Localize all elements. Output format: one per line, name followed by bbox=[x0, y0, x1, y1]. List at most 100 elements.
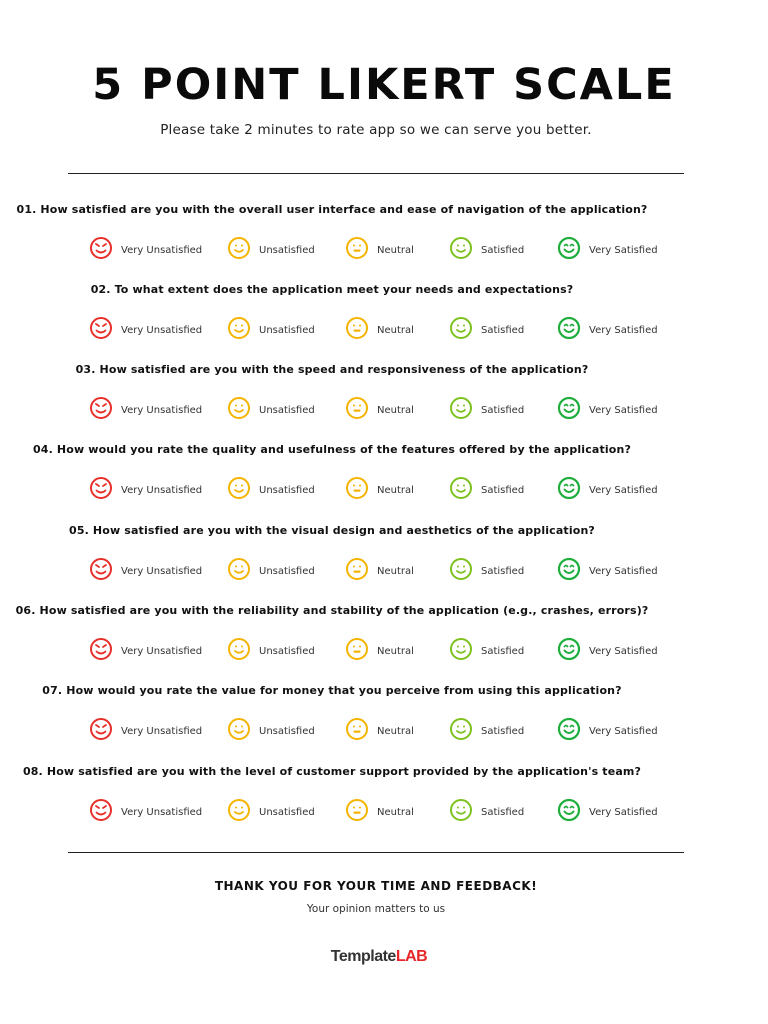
rating-option-satisfied[interactable]: Satisfied bbox=[449, 717, 525, 746]
rating-option-label: Satisfied bbox=[481, 725, 525, 737]
rating-option-label: Very Unsatisfied bbox=[121, 244, 203, 256]
angry-face-icon[interactable] bbox=[89, 236, 113, 265]
rating-option-unsatisfied[interactable]: Unsatisfied bbox=[227, 557, 315, 586]
rating-option-unsatisfied[interactable]: Unsatisfied bbox=[227, 798, 315, 827]
rating-option-unsatisfied[interactable]: Unsatisfied bbox=[227, 236, 315, 265]
smile-face-icon[interactable] bbox=[449, 316, 473, 345]
rating-option-very-unsatisfied[interactable]: Very Unsatisfied bbox=[89, 637, 202, 666]
rating-option-label: Very Satisfied bbox=[589, 565, 658, 577]
neutral-face-icon[interactable] bbox=[345, 798, 369, 827]
thank-you-subtext: Your opinion matters to us bbox=[306, 903, 446, 915]
rating-option-very-satisfied[interactable]: Very Satisfied bbox=[557, 476, 658, 505]
rating-option-satisfied[interactable]: Satisfied bbox=[449, 557, 524, 586]
rating-option-label: Unsatisfied bbox=[259, 565, 315, 577]
rating-option-unsatisfied[interactable]: Unsatisfied bbox=[227, 316, 315, 345]
rating-option-neutral[interactable]: Neutral bbox=[345, 396, 414, 425]
angry-face-icon[interactable] bbox=[89, 557, 113, 586]
rating-option-satisfied[interactable]: Satisfied bbox=[449, 798, 524, 827]
smile-face-icon[interactable] bbox=[227, 557, 251, 586]
smile-face-icon[interactable] bbox=[227, 396, 251, 425]
rating-option-very-unsatisfied[interactable]: Very Unsatisfied bbox=[89, 396, 202, 425]
neutral-face-icon[interactable] bbox=[345, 236, 369, 265]
big-smile-face-icon[interactable] bbox=[557, 316, 581, 345]
rating-option-neutral[interactable]: Neutral bbox=[345, 476, 414, 505]
neutral-face-icon[interactable] bbox=[345, 637, 369, 666]
big-smile-face-icon[interactable] bbox=[557, 637, 581, 666]
rating-option-neutral[interactable]: Neutral bbox=[345, 798, 414, 827]
big-smile-face-icon[interactable] bbox=[557, 396, 581, 425]
rating-option-very-unsatisfied[interactable]: Very Unsatisfied bbox=[89, 557, 203, 586]
rating-option-unsatisfied[interactable]: Unsatisfied bbox=[227, 717, 315, 746]
angry-face-icon[interactable] bbox=[89, 396, 113, 425]
rating-option-satisfied[interactable]: Satisfied bbox=[449, 637, 524, 666]
smile-face-icon[interactable] bbox=[227, 476, 251, 505]
angry-face-icon[interactable] bbox=[89, 637, 113, 666]
angry-face-icon[interactable] bbox=[89, 476, 113, 505]
rating-option-very-unsatisfied[interactable]: Very Unsatisfied bbox=[89, 476, 203, 505]
smile-face-icon[interactable] bbox=[449, 717, 473, 746]
rating-option-very-satisfied[interactable]: Very Satisfied bbox=[557, 557, 658, 586]
rating-option-very-satisfied[interactable]: Very Satisfied bbox=[557, 316, 658, 345]
rating-option-unsatisfied[interactable]: Unsatisfied bbox=[227, 396, 315, 425]
rating-option-very-satisfied[interactable]: Very Satisfied bbox=[557, 396, 658, 425]
rating-option-label: Neutral bbox=[377, 645, 414, 657]
big-smile-face-icon[interactable] bbox=[557, 476, 581, 505]
rating-option-label: Very Satisfied bbox=[589, 645, 658, 657]
rating-option-very-unsatisfied[interactable]: Very Unsatisfied bbox=[89, 236, 203, 265]
angry-face-icon[interactable] bbox=[89, 316, 113, 345]
smile-face-icon[interactable] bbox=[449, 476, 473, 505]
rating-option-neutral[interactable]: Neutral bbox=[345, 316, 414, 345]
rating-option-very-satisfied[interactable]: Very Satisfied bbox=[557, 637, 658, 666]
rating-option-label: Very Unsatisfied bbox=[121, 565, 203, 577]
big-smile-face-icon[interactable] bbox=[557, 557, 581, 586]
rating-option-neutral[interactable]: Neutral bbox=[345, 717, 414, 746]
smile-face-icon[interactable] bbox=[227, 316, 251, 345]
rating-option-neutral[interactable]: Neutral bbox=[345, 236, 414, 265]
big-smile-face-icon[interactable] bbox=[557, 236, 581, 265]
rating-option-label: Very Unsatisfied bbox=[121, 484, 203, 496]
smile-face-icon[interactable] bbox=[449, 396, 473, 425]
rating-option-satisfied[interactable]: Satisfied bbox=[449, 396, 525, 425]
rating-option-satisfied[interactable]: Satisfied bbox=[449, 476, 524, 505]
rating-option-label: Neutral bbox=[377, 404, 414, 416]
smile-face-icon[interactable] bbox=[227, 236, 251, 265]
neutral-face-icon[interactable] bbox=[345, 396, 369, 425]
angry-face-icon[interactable] bbox=[89, 717, 113, 746]
smile-face-icon[interactable] bbox=[449, 557, 473, 586]
rating-option-neutral[interactable]: Neutral bbox=[345, 557, 414, 586]
smile-face-icon[interactable] bbox=[227, 798, 251, 827]
neutral-face-icon[interactable] bbox=[345, 717, 369, 746]
smile-face-icon[interactable] bbox=[449, 236, 473, 265]
rating-option-very-satisfied[interactable]: Very Satisfied bbox=[557, 798, 658, 827]
neutral-face-icon[interactable] bbox=[345, 316, 369, 345]
rating-option-neutral[interactable]: Neutral bbox=[345, 637, 414, 666]
logo-lab-text: LAB bbox=[395, 948, 428, 965]
smile-face-icon[interactable] bbox=[227, 717, 251, 746]
rating-option-very-satisfied[interactable]: Very Satisfied bbox=[557, 717, 658, 746]
rating-option-satisfied[interactable]: Satisfied bbox=[449, 316, 524, 345]
rating-option-very-satisfied[interactable]: Very Satisfied bbox=[557, 236, 658, 265]
rating-option-label: Very Unsatisfied bbox=[121, 324, 203, 336]
question-text: 05. How satisfied are you with the visua… bbox=[69, 524, 595, 537]
rating-option-very-unsatisfied[interactable]: Very Unsatisfied bbox=[89, 798, 202, 827]
neutral-face-icon[interactable] bbox=[345, 557, 369, 586]
question-text: 06. How satisfied are you with the relia… bbox=[15, 604, 649, 617]
rating-option-label: Unsatisfied bbox=[259, 404, 315, 416]
smile-face-icon[interactable] bbox=[227, 637, 251, 666]
big-smile-face-icon[interactable] bbox=[557, 798, 581, 827]
templatelab-logo: TemplateLAB bbox=[0, 948, 758, 966]
neutral-face-icon[interactable] bbox=[345, 476, 369, 505]
rating-option-unsatisfied[interactable]: Unsatisfied bbox=[227, 637, 315, 666]
big-smile-face-icon[interactable] bbox=[557, 717, 581, 746]
smile-face-icon[interactable] bbox=[449, 798, 473, 827]
angry-face-icon[interactable] bbox=[89, 798, 113, 827]
rating-options-row: Very Unsatisfied Unsatisfied Neutral Satisf… bbox=[0, 557, 768, 586]
question-text: 02. To what extent does the application … bbox=[90, 283, 574, 296]
rating-option-very-unsatisfied[interactable]: Very Unsatisfied bbox=[89, 316, 203, 345]
rating-option-label: Very Satisfied bbox=[589, 244, 658, 256]
rating-option-satisfied[interactable]: Satisfied bbox=[449, 236, 524, 265]
rating-option-label: Satisfied bbox=[481, 404, 525, 416]
smile-face-icon[interactable] bbox=[449, 637, 473, 666]
rating-option-unsatisfied[interactable]: Unsatisfied bbox=[227, 476, 315, 505]
rating-option-very-unsatisfied[interactable]: Very Unsatisfied bbox=[89, 717, 202, 746]
